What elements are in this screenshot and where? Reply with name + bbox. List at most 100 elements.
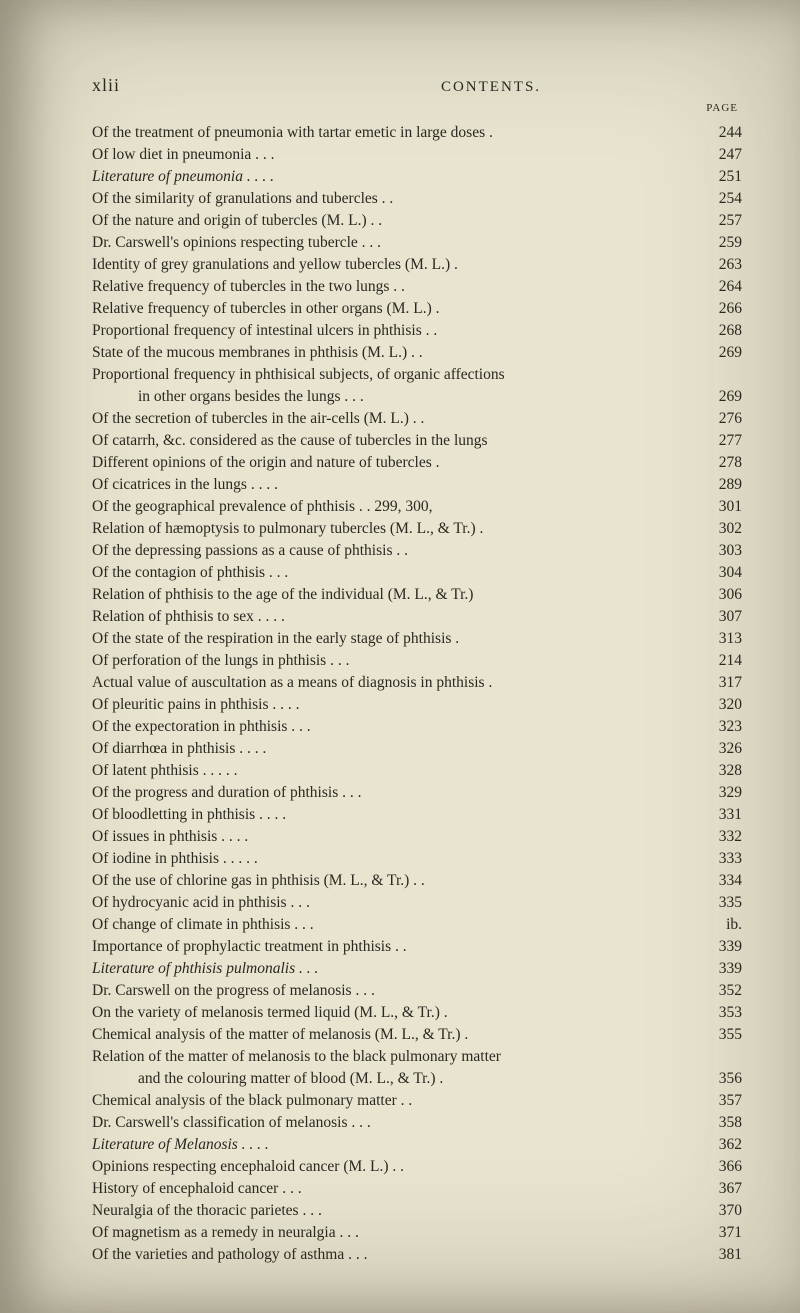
page-label: PAGE [92,102,742,114]
toc-entry: Relation of the matter of melanosis to t… [92,1046,742,1068]
entry-page-number: 362 [704,1134,742,1156]
entry-text: Dr. Carswell's opinions respecting tuber… [92,232,381,254]
entry-page-number: 339 [704,958,742,980]
toc-entry: Dr. Carswell's opinions respecting tuber… [92,232,742,254]
toc-entry: State of the mucous membranes in phthisi… [92,342,742,364]
entry-text: Literature of Melanosis . . . . [92,1134,269,1156]
entry-text: and the colouring matter of blood (M. L.… [92,1068,443,1090]
toc-entry: Of iodine in phthisis . . . . .333 [92,848,742,870]
entry-page-number: 334 [704,870,742,892]
entry-text: Of the geographical prevalence of phthis… [92,496,432,518]
toc-entry: Literature of Melanosis . . . . 362 [92,1134,742,1156]
entry-text: Of low diet in pneumonia . . . [92,144,275,166]
entry-text: Literature of pneumonia . . . . [92,166,274,188]
entry-page-number: 370 [704,1200,742,1222]
toc-entry: Of pleuritic pains in phthisis . . . .32… [92,694,742,716]
entry-page-number: 356 [704,1068,742,1090]
entry-page-number: 323 [704,716,742,738]
toc-entry: Of the varieties and pathology of asthma… [92,1244,742,1266]
toc-entry: Dr. Carswell's classification of melanos… [92,1112,742,1134]
header-row: xlii CONTENTS. [92,75,742,96]
toc-entry: Different opinions of the origin and nat… [92,452,742,474]
entries-list: Of the treatment of pneumonia with tarta… [92,122,742,1266]
toc-entry: Of the contagion of phthisis . . . 304 [92,562,742,584]
header-title: CONTENTS. [120,79,742,96]
entry-page-number: 320 [704,694,742,716]
entry-page-number: 304 [704,562,742,584]
entry-text: Of the contagion of phthisis . . . [92,562,288,584]
toc-entry: Dr. Carswell on the progress of melanosi… [92,980,742,1002]
entry-text: History of encephaloid cancer . . . [92,1178,302,1200]
entry-page-number: 329 [704,782,742,804]
entry-page-number: 269 [704,386,742,408]
toc-entry: Of hydrocyanic acid in phthisis . . .335 [92,892,742,914]
entry-text: Of latent phthisis . . . . . [92,760,238,782]
entry-page-number: 289 [704,474,742,496]
toc-entry: Of perforation of the lungs in phthisis … [92,650,742,672]
entry-text: Opinions respecting encephaloid cancer (… [92,1156,404,1178]
entry-page-number: 244 [704,122,742,144]
toc-entry: Of issues in phthisis . . . .332 [92,826,742,848]
entry-text: Of catarrh, &c. considered as the cause … [92,430,488,452]
entry-text: Of the varieties and pathology of asthma… [92,1244,367,1266]
toc-entry: Of the depressing passions as a cause of… [92,540,742,562]
toc-entry: On the variety of melanosis termed liqui… [92,1002,742,1024]
entry-text: Of iodine in phthisis . . . . . [92,848,258,870]
entry-page-number: 366 [704,1156,742,1178]
entry-page-number: 269 [704,342,742,364]
toc-entry: Of the progress and duration of phthisis… [92,782,742,804]
toc-entry: History of encephaloid cancer . . . 367 [92,1178,742,1200]
toc-entry: Of the geographical prevalence of phthis… [92,496,742,518]
entry-page-number: 339 [704,936,742,958]
entry-page-number: 268 [704,320,742,342]
toc-entry: Of the nature and origin of tubercles (M… [92,210,742,232]
entry-page-number: 277 [704,430,742,452]
roman-numeral: xlii [92,75,120,96]
toc-entry: Literature of phthisis pulmonalis . . .3… [92,958,742,980]
entry-page-number: 371 [704,1222,742,1244]
toc-entry: Of the expectoration in phthisis . . .32… [92,716,742,738]
toc-entry: Proportional frequency of intestinal ulc… [92,320,742,342]
entry-text: Neuralgia of the thoracic parietes . . . [92,1200,322,1222]
entry-page-number: 306 [704,584,742,606]
entry-page-number: 317 [704,672,742,694]
entry-text: Chemical analysis of the black pulmonary… [92,1090,412,1112]
toc-entry: Literature of pneumonia . . . .251 [92,166,742,188]
entry-text: Proportional frequency of intestinal ulc… [92,320,437,342]
toc-entry: Of bloodletting in phthisis . . . .331 [92,804,742,826]
entry-page-number: 214 [704,650,742,672]
entry-text: Of cicatrices in the lungs . . . . [92,474,278,496]
entry-page-number: 313 [704,628,742,650]
entry-page-number: 367 [704,1178,742,1200]
entry-page-number: 326 [704,738,742,760]
entry-page-number: 257 [704,210,742,232]
entry-text: Of perforation of the lungs in phthisis … [92,650,349,672]
entry-text: Of the progress and duration of phthisis… [92,782,362,804]
entry-page-number: ib. [704,914,742,936]
toc-entry: Neuralgia of the thoracic parietes . . .… [92,1200,742,1222]
toc-entry: in other organs besides the lungs . . . 2… [92,386,742,408]
entry-text: Importance of prophylactic treatment in … [92,936,407,958]
entry-text: Relation of hæmoptysis to pulmonary tube… [92,518,483,540]
toc-entry: Of the treatment of pneumonia with tarta… [92,122,742,144]
entry-text: Relative frequency of tubercles in other… [92,298,440,320]
entry-text: Relation of the matter of melanosis to t… [92,1046,501,1068]
entry-page-number: 381 [704,1244,742,1266]
toc-entry: Of magnetism as a remedy in neuralgia . … [92,1222,742,1244]
entry-text: in other organs besides the lungs . . . [92,386,364,408]
entry-page-number: 263 [704,254,742,276]
entry-text: Of issues in phthisis . . . . [92,826,248,848]
entry-page-number: 352 [704,980,742,1002]
toc-entry: Of diarrhœa in phthisis . . . .326 [92,738,742,760]
toc-entry: Chemical analysis of the black pulmonary… [92,1090,742,1112]
toc-entry: Of the similarity of granulations and tu… [92,188,742,210]
entry-text: Actual value of auscultation as a means … [92,672,492,694]
entry-text: Different opinions of the origin and nat… [92,452,440,474]
entry-text: Relative frequency of tubercles in the t… [92,276,405,298]
entry-page-number: 357 [704,1090,742,1112]
toc-entry: Importance of prophylactic treatment in … [92,936,742,958]
entry-text: Of the nature and origin of tubercles (M… [92,210,382,232]
toc-entry: Of catarrh, &c. considered as the cause … [92,430,742,452]
toc-entry: Relative frequency of tubercles in the t… [92,276,742,298]
entry-page-number: 247 [704,144,742,166]
